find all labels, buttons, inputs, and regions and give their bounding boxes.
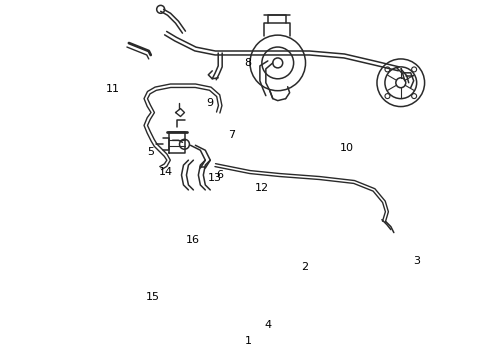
- Text: 9: 9: [207, 98, 214, 108]
- Text: 7: 7: [228, 130, 236, 140]
- Text: 14: 14: [159, 167, 172, 177]
- Text: 16: 16: [185, 234, 199, 244]
- Text: 4: 4: [264, 320, 271, 330]
- Text: 5: 5: [147, 147, 154, 157]
- Text: 10: 10: [340, 143, 354, 153]
- Text: 13: 13: [208, 173, 222, 183]
- Text: 2: 2: [301, 262, 308, 272]
- Text: 15: 15: [146, 292, 160, 302]
- Text: 1: 1: [245, 336, 251, 346]
- Text: 8: 8: [245, 58, 251, 68]
- Text: 11: 11: [106, 84, 120, 94]
- Text: 6: 6: [217, 170, 224, 180]
- Text: 3: 3: [413, 256, 420, 266]
- Text: 12: 12: [255, 183, 269, 193]
